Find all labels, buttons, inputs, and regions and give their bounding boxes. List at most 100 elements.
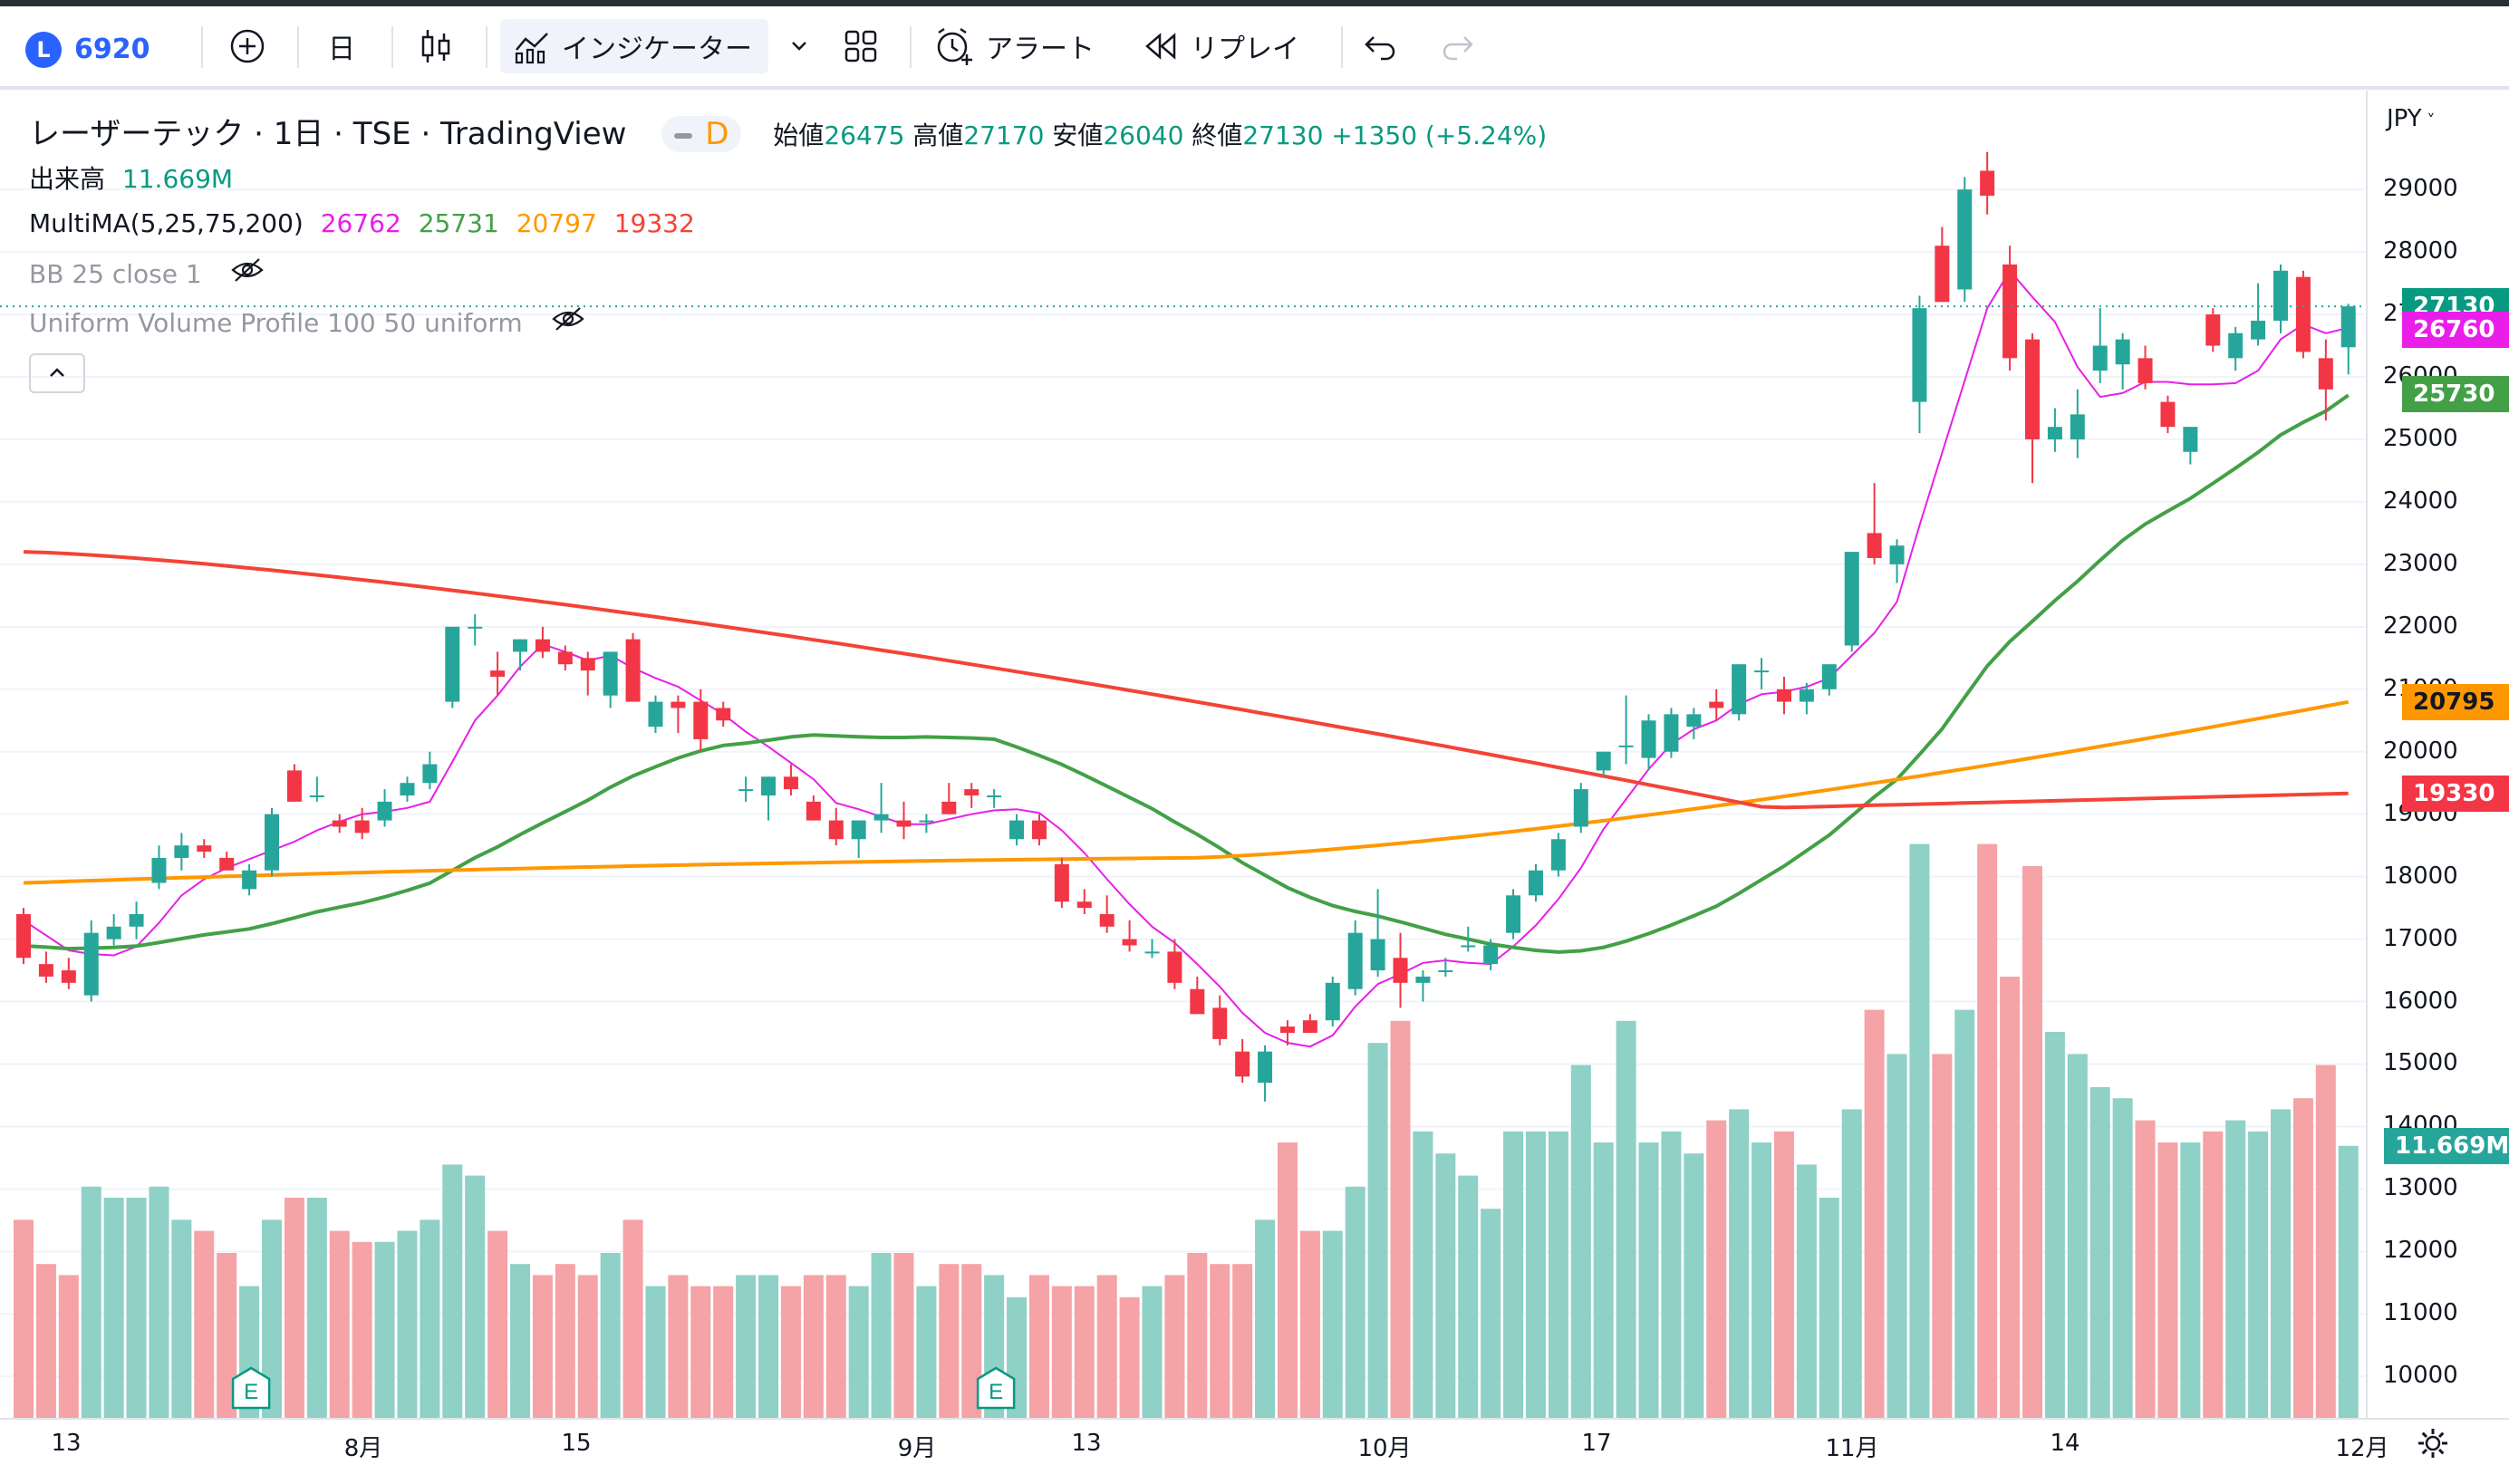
candle-body [648,701,663,728]
candle [151,845,167,890]
templates-button[interactable] [843,19,879,73]
chart-type-button[interactable] [419,19,455,73]
volume-bar [1390,1020,1411,1419]
volume-profile-legend[interactable]: Uniform Volume Profile 100 50 uniform [29,306,585,338]
volume-legend[interactable]: 出来高 11.669M [29,159,233,196]
volume-bar [284,1198,304,1419]
volume-bar [577,1275,598,1419]
volume-bar [487,1230,508,1419]
volume-bar [2292,1098,2313,1419]
bb-legend[interactable]: BB 25 close 1 [29,257,265,289]
candle [1550,833,1566,877]
symbol-logo[interactable]: L [25,32,62,68]
collapse-legend-button[interactable] [29,353,85,393]
price-tick-label: 11000 [2383,1299,2458,1327]
volume-bar [1593,1142,1614,1419]
currency-label: JPY [2387,105,2422,132]
currency-selector[interactable]: JPY ˅ [2387,105,2435,132]
volume-bar [532,1275,553,1419]
candle [851,820,866,858]
candle-body [106,926,121,940]
candle [1709,689,1724,721]
candle-body [2160,401,2176,428]
time-tick-label: 12月 [2335,1435,2389,1462]
chart-legend-title-row[interactable]: レーザーテック · 1日 · TSE · TradingView D 始値264… [29,109,1547,153]
hidden-eye-icon[interactable] [551,306,585,338]
alarm-clock-icon [937,27,972,65]
candle-body [1258,1051,1273,1084]
volume-bar [1887,1054,1907,1419]
candle-body [557,651,573,665]
candle-body [1190,988,1205,1015]
volume-bar [510,1264,531,1419]
hidden-eye-icon[interactable] [230,257,265,289]
candle-body [625,639,641,702]
redo-button[interactable] [1439,19,1475,73]
alert-button[interactable]: アラート [933,19,1095,73]
time-tick-label: 8月 [343,1435,383,1462]
high-label: 高値 [912,120,964,150]
candle-body [1935,246,1950,303]
volume-bar [1932,1054,1953,1419]
volume-bar [14,1219,34,1419]
candle-body [1664,714,1679,752]
candle-body [2318,358,2333,390]
candle-body [2205,314,2221,346]
symbol-search[interactable]: 6920 [74,34,150,65]
time-tick-label: 11月 [1825,1435,1879,1462]
candle-body [987,795,1002,797]
price-tick-label: 16000 [2383,987,2458,1015]
candle-body [422,764,438,784]
volume-bar [1458,1175,1479,1419]
candle-body [535,639,550,652]
candle [896,801,912,840]
volume-bar [2112,1098,2133,1419]
candle [1167,939,1182,989]
volume-bar [1119,1296,1140,1419]
candle-body [941,801,957,814]
price-tick-label: 12000 [2383,1237,2458,1265]
volume-bar [1977,843,1998,1419]
indicators-dropdown[interactable] [788,19,810,73]
delay-badge[interactable]: D [661,116,742,152]
candle [2228,326,2244,371]
volume-bar [2338,1145,2359,1419]
indicators-button[interactable]: インジケーター [500,19,768,73]
candle [648,695,663,734]
vp-label: Uniform Volume Profile 100 50 uniform [29,308,523,338]
candle [761,776,777,821]
volume-bar [1367,1043,1388,1419]
compare-button[interactable] [228,19,266,73]
volume-bar [420,1219,440,1419]
candle [1528,863,1543,902]
candle-body [1889,545,1905,564]
candle [1144,939,1160,959]
price-tick-label: 10000 [2383,1362,2458,1390]
volume-bar [81,1186,101,1419]
open-value: 26475 [824,120,905,150]
replay-button[interactable]: リプレイ [1144,19,1299,73]
undo-button[interactable] [1363,19,1399,73]
candle [1483,939,1499,971]
multima-legend[interactable]: MultiMA(5,25,75,200) 26762 25731 20797 1… [29,208,695,238]
settings-button[interactable] [2416,1426,2450,1464]
volume-value: 11.669M [121,164,234,194]
candle [1258,1045,1273,1102]
candle-body [1732,664,1747,715]
interval-button[interactable]: 日 [328,34,355,65]
volume-bar [1638,1142,1659,1419]
candle [2205,308,2221,352]
volume-bar [1751,1142,1772,1419]
candle [625,632,641,702]
volume-bar [1074,1286,1095,1419]
candle-body [1325,982,1340,1021]
candle-body [1483,945,1499,965]
open-label: 始値 [773,120,825,150]
candle [1935,226,1950,303]
candle [1776,676,1791,715]
toolbar-separator [201,26,203,68]
price-tick-label: 24000 [2383,487,2458,515]
volume-bar [2067,1054,2088,1419]
